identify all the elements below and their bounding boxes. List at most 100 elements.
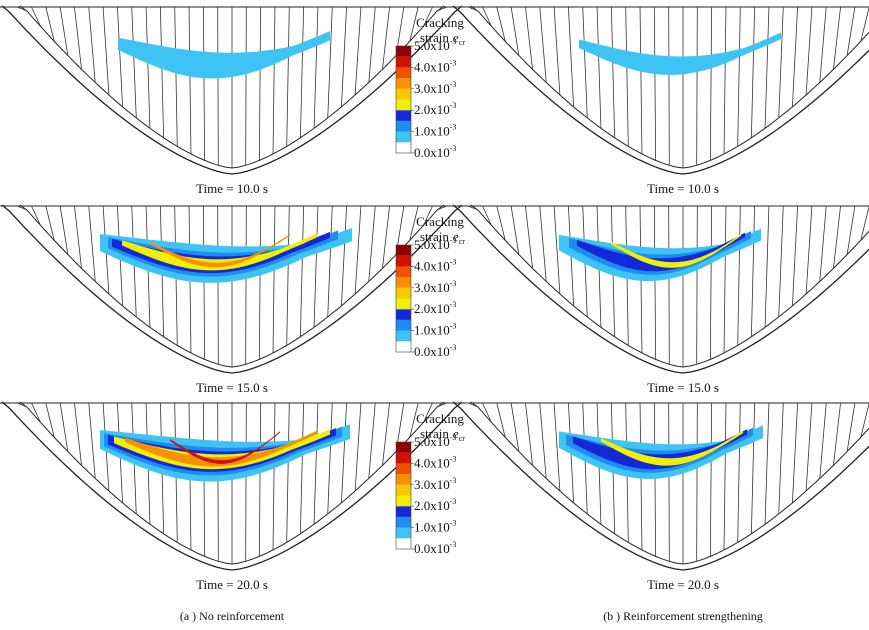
panel: Time = 10.0 s: [0, 5, 463, 196]
colorbar-label: 1.0x10-3: [414, 322, 456, 338]
time-label: Time = 20.0 s: [196, 577, 268, 592]
mesh-line: [159, 6, 165, 138]
legend-subtitle: strain ecr: [420, 229, 465, 246]
colorbar-band: [396, 309, 411, 320]
time-label: Time = 10.0 s: [647, 181, 719, 196]
mesh-line: [299, 402, 305, 534]
mesh-line: [299, 205, 305, 337]
legend-symbol-subscript: cr: [459, 434, 466, 443]
panel: Time = 15.0 s: [0, 204, 463, 395]
mesh-line: [833, 205, 841, 269]
crack-region: [150, 234, 290, 268]
mesh-line: [723, 205, 727, 353]
legend-symbol-subscript: cr: [459, 38, 466, 47]
mesh-line: [117, 6, 123, 107]
mesh-line: [496, 205, 506, 241]
mesh-line: [74, 6, 82, 70]
mesh-line: [258, 205, 262, 360]
mesh-line: [299, 6, 305, 138]
mesh-line: [668, 402, 670, 562]
mesh-line: [553, 6, 561, 96]
crack-region: [125, 430, 318, 467]
mesh-line: [382, 402, 390, 466]
mesh-line: [258, 402, 262, 557]
colorbar-label-mantissa: 0.0x10: [414, 344, 450, 359]
mesh-line: [59, 6, 69, 56]
colorbar-band: [396, 298, 411, 310]
colorbar-band: [396, 46, 411, 57]
legend-title: Cracking: [416, 214, 464, 229]
colorbar-band: [396, 277, 411, 288]
colorbar-label-mantissa: 2.0x10: [414, 301, 450, 316]
colorbar-label: 5.0x10-3: [414, 236, 456, 252]
mesh: [451, 204, 869, 374]
mesh-line: [610, 6, 616, 138]
mesh-line: [596, 6, 602, 129]
mesh-line: [496, 6, 506, 42]
crack-region: [170, 431, 280, 464]
colorbar-label-mantissa: 1.0x10: [414, 124, 450, 139]
mesh-line: [750, 205, 756, 337]
colorbar-band: [396, 463, 411, 475]
mesh-line: [653, 205, 657, 360]
colorbar-label-mantissa: 3.0x10: [414, 81, 450, 96]
mesh-line: [74, 402, 82, 466]
panel: Time = 10.0 s: [451, 5, 869, 196]
mesh-line: [792, 6, 798, 107]
colorbar-band: [396, 67, 411, 79]
colorbar-label-exponent: -3: [450, 300, 457, 309]
mesh-line: [750, 6, 756, 138]
mesh-line: [368, 402, 376, 479]
mesh-line: [409, 205, 419, 241]
mesh-line: [286, 402, 290, 543]
mesh-line: [525, 402, 533, 466]
colorbar-band: [396, 78, 411, 89]
dam-inner: [470, 204, 869, 368]
colorbar-label-mantissa: 2.0x10: [414, 102, 450, 117]
mesh-line: [833, 6, 841, 70]
mesh-line: [74, 205, 82, 269]
crack-region: [579, 32, 781, 75]
colorbar-label-exponent: -3: [450, 279, 457, 288]
mesh-line: [764, 6, 770, 129]
mesh-line: [750, 402, 756, 534]
mesh-line: [709, 402, 713, 557]
legend-subtitle: strain ecr: [420, 426, 465, 443]
colorbar-label-exponent: -3: [450, 144, 457, 153]
mesh-line: [17, 205, 27, 211]
mesh-line: [272, 402, 276, 550]
colorbar-label-mantissa: 1.0x10: [414, 520, 450, 535]
mesh-line: [860, 402, 869, 438]
mesh-line: [709, 205, 713, 360]
colorbar-band: [396, 99, 411, 111]
mesh-line: [217, 205, 219, 365]
colorbar-label-mantissa: 5.0x10: [414, 434, 450, 449]
mesh-line: [409, 402, 419, 438]
mesh: [451, 401, 869, 571]
colorbar-label: 1.0x10-3: [414, 519, 456, 535]
colorbar-label: 1.0x10-3: [414, 123, 456, 139]
mesh-line: [102, 6, 110, 96]
dam-outline: [452, 5, 869, 175]
mesh-line: [245, 205, 247, 365]
dam-outline: [1, 204, 463, 374]
crack-region: [601, 430, 743, 466]
mesh-line: [313, 205, 319, 328]
colorbar-band: [396, 516, 411, 528]
mesh-line: [737, 6, 741, 147]
mesh-line: [354, 6, 362, 96]
colorbar-band: [396, 110, 411, 121]
legend-subtitle-word: strain: [420, 426, 449, 441]
mesh-line: [805, 205, 813, 295]
mesh-line: [496, 402, 506, 438]
colorbar-label: 3.0x10-3: [414, 80, 456, 96]
mesh-line: [805, 402, 813, 492]
mesh-line: [737, 205, 741, 346]
mesh-line: [188, 6, 192, 154]
mesh-line: [341, 402, 347, 503]
mesh-line: [668, 6, 670, 166]
legend-title: Cracking: [416, 411, 464, 426]
mesh-line: [525, 205, 533, 269]
